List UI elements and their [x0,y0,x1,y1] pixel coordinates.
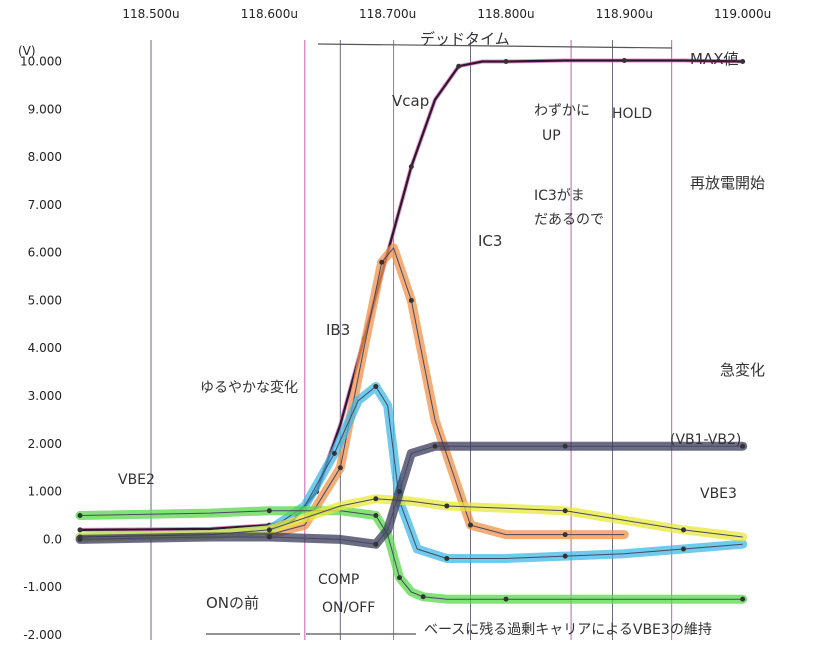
series-point [337,465,343,471]
series-point [397,575,402,581]
series-point [266,527,272,533]
y-tick-label: -1.000 [23,580,62,594]
hold-label: HOLD [612,106,652,122]
series-point [373,513,379,519]
series-line [79,386,743,559]
series-point [503,596,509,602]
series-point [77,536,83,542]
series-point [379,259,385,265]
y-axis-unit-label: (V) [18,44,36,58]
redischarge-label: 再放電開始 [690,174,765,192]
annotations: デッドタイム MAX値 Vcap わずかに UP HOLD 再放電開始 IC3 … [118,30,765,638]
y-tick-label: 2.000 [28,437,62,451]
gradual-change-label: ゆるやかな変化 [200,379,298,396]
ic3-label: IC3 [478,232,502,250]
series-point [444,503,450,509]
series-point [681,527,686,533]
x-tick-label: 118.900u [596,7,653,21]
vb1-vb2-label: (VB1-VB2) [670,432,741,448]
series-point [408,164,414,170]
series-point [562,508,568,514]
series-point [331,450,337,456]
y-tick-label: 9.000 [28,102,62,116]
y-tick-label: 1.000 [28,485,62,499]
y-tick-label: 6.000 [28,246,62,260]
max-label: MAX値 [690,50,738,68]
series-point [77,527,83,533]
series-point [420,594,426,600]
x-tick-label: 118.700u [359,7,416,21]
series-point [562,443,568,449]
y-tick-label: -2.000 [23,628,62,642]
sudden-change-label: 急変化 [720,361,765,379]
series-point [562,553,568,559]
y-tick-labels: 10.000 9.000 8.000 7.000 6.000 5.000 4.000 3.00… [20,54,62,642]
series-point [562,532,568,538]
vbe2-label: VBE2 [118,472,155,488]
on-off-label: ON/OFF [322,600,375,616]
series-line [269,247,625,536]
vcap-label: Vcap [392,92,429,110]
series-point [740,596,746,602]
y-tick-label: 8.000 [28,150,62,164]
series-point [373,541,379,547]
ib3-label: IB3 [326,321,350,339]
series-point [266,508,272,514]
vertical-markers [150,40,673,640]
series-line [79,498,743,538]
series-point [740,443,746,449]
y-tick-label: 10.000 [20,54,62,68]
x-tick-label: 119.000u [714,7,771,21]
series-point [373,383,379,389]
series-point [432,443,438,449]
series-point [77,513,83,519]
series-point [408,297,414,303]
series-point [266,534,272,540]
series-point [468,522,473,528]
dead-time-label: デッドタイム [420,30,510,48]
series-point [503,58,509,64]
before-on-label: ONの前 [206,594,259,612]
x-tick-label: 118.600u [241,7,298,21]
series-point [373,496,379,502]
base-carrier-note: ベースに残る過剰キャリアによるVBE3の維持 [424,622,712,638]
up-label: UP [542,128,561,144]
x-tick-label: 118.800u [477,7,534,21]
comp-label: COMP [318,572,359,588]
slight-up-label: わずかに [534,103,590,119]
dead-time-arrow [317,43,673,49]
y-tick-label: 3.000 [28,389,62,403]
y-tick-label: 5.000 [28,293,62,307]
ic3-note-line1: IC3がま [534,188,585,204]
series-point [621,58,627,64]
series-point [740,58,746,64]
series-lines [75,58,748,604]
series-point [681,546,686,552]
ic3-note-line2: だあるので [534,212,604,228]
y-tick-label: 4.000 [28,341,62,355]
series-point [444,556,450,562]
series-point [397,489,402,495]
series-point [456,63,462,69]
y-tick-label: 0.0 [43,532,62,546]
vbe3-label: VBE3 [700,486,737,502]
y-tick-label: 7.000 [28,198,62,212]
x-tick-labels: 118.500u 118.600u 118.700u 118.800u 118.900u… [122,7,771,21]
x-tick-label: 118.500u [122,7,179,21]
